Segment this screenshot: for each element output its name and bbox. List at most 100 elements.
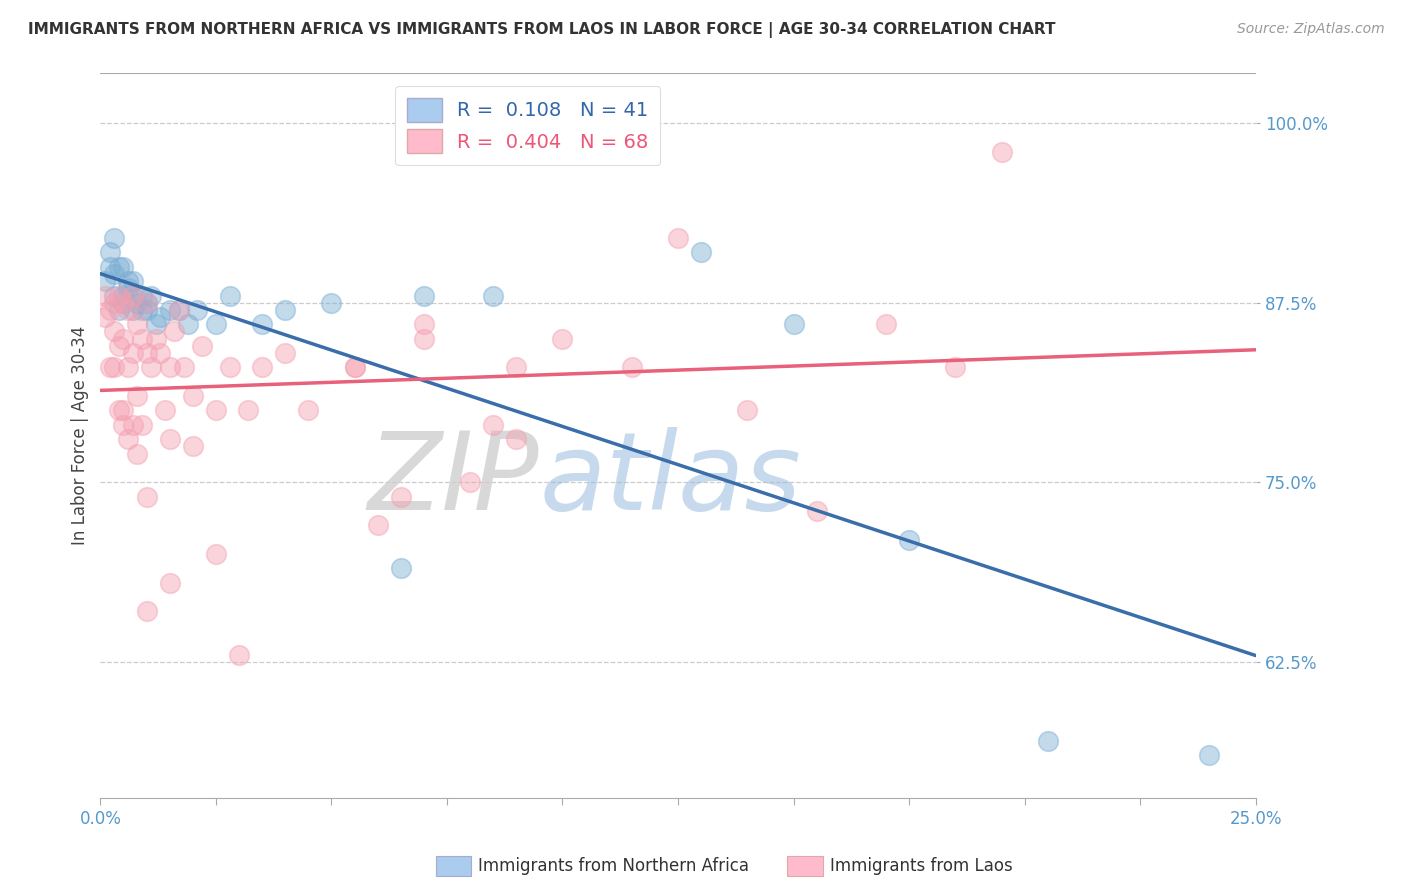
Text: atlas: atlas <box>540 426 801 532</box>
Point <box>389 561 412 575</box>
Point <box>191 339 214 353</box>
Point <box>103 288 125 302</box>
Text: ZIP: ZIP <box>368 426 540 532</box>
Point <box>127 389 149 403</box>
Point <box>321 295 343 310</box>
Point <box>141 288 163 302</box>
Point <box>108 288 131 302</box>
Point <box>943 360 966 375</box>
Legend: R =  0.108   N = 41, R =  0.404   N = 68: R = 0.108 N = 41, R = 0.404 N = 68 <box>395 87 661 165</box>
Point <box>159 575 181 590</box>
Point <box>103 295 125 310</box>
Point <box>159 360 181 375</box>
Point <box>412 288 434 302</box>
Point <box>782 318 804 332</box>
Point <box>153 403 176 417</box>
Point <box>167 302 190 317</box>
Point <box>135 604 157 618</box>
Point <box>620 360 643 375</box>
Point <box>141 360 163 375</box>
Point <box>112 288 135 302</box>
Point <box>94 274 117 288</box>
Point <box>875 318 897 332</box>
Point <box>121 346 143 360</box>
Point <box>482 288 505 302</box>
Point <box>250 318 273 332</box>
Point <box>145 332 167 346</box>
Point <box>297 403 319 417</box>
Point <box>135 490 157 504</box>
Point <box>149 310 172 324</box>
Point <box>159 432 181 446</box>
Point <box>205 318 228 332</box>
Point <box>127 295 149 310</box>
Point <box>112 417 135 432</box>
Point <box>117 281 139 295</box>
Point <box>177 318 200 332</box>
Point <box>181 389 204 403</box>
Point <box>205 547 228 561</box>
Point <box>218 288 240 302</box>
Point <box>121 274 143 288</box>
Point <box>131 288 153 302</box>
Point <box>181 439 204 453</box>
Text: Immigrants from Laos: Immigrants from Laos <box>830 857 1012 875</box>
Point <box>121 302 143 317</box>
Y-axis label: In Labor Force | Age 30-34: In Labor Force | Age 30-34 <box>72 326 89 545</box>
Point <box>690 245 713 260</box>
Point <box>274 302 297 317</box>
Point <box>108 260 131 274</box>
Point <box>482 417 505 432</box>
Point <box>412 332 434 346</box>
Point <box>121 417 143 432</box>
Point <box>98 302 121 317</box>
Point <box>135 295 157 310</box>
Point <box>98 260 121 274</box>
Point <box>94 288 117 302</box>
Point <box>898 533 921 547</box>
Point <box>343 360 366 375</box>
Point <box>389 490 412 504</box>
Point <box>135 346 157 360</box>
Point <box>112 403 135 417</box>
Point <box>1198 747 1220 762</box>
Point <box>108 302 131 317</box>
Point <box>121 288 143 302</box>
Point <box>127 318 149 332</box>
Point <box>205 403 228 417</box>
Point <box>103 267 125 281</box>
Point <box>117 274 139 288</box>
Point <box>112 332 135 346</box>
Point <box>103 231 125 245</box>
Point <box>98 245 121 260</box>
Point <box>274 346 297 360</box>
Point <box>112 260 135 274</box>
Point <box>121 288 143 302</box>
Point <box>112 295 135 310</box>
Text: Immigrants from Northern Africa: Immigrants from Northern Africa <box>478 857 749 875</box>
Point <box>505 432 527 446</box>
Point <box>218 360 240 375</box>
Point <box>135 295 157 310</box>
Point <box>94 310 117 324</box>
Point <box>103 360 125 375</box>
Point <box>127 446 149 460</box>
Point <box>367 518 389 533</box>
Point <box>112 295 135 310</box>
Point <box>990 145 1012 159</box>
Text: IMMIGRANTS FROM NORTHERN AFRICA VS IMMIGRANTS FROM LAOS IN LABOR FORCE | AGE 30-: IMMIGRANTS FROM NORTHERN AFRICA VS IMMIG… <box>28 22 1056 38</box>
Point <box>108 403 131 417</box>
Point <box>412 318 434 332</box>
Point <box>103 325 125 339</box>
Point <box>149 346 172 360</box>
Point <box>108 339 131 353</box>
Point <box>505 360 527 375</box>
Point <box>343 360 366 375</box>
Point <box>250 360 273 375</box>
Point <box>145 318 167 332</box>
Point <box>737 403 759 417</box>
Point <box>238 403 260 417</box>
Point <box>131 417 153 432</box>
Point <box>167 302 190 317</box>
Point <box>228 648 250 662</box>
